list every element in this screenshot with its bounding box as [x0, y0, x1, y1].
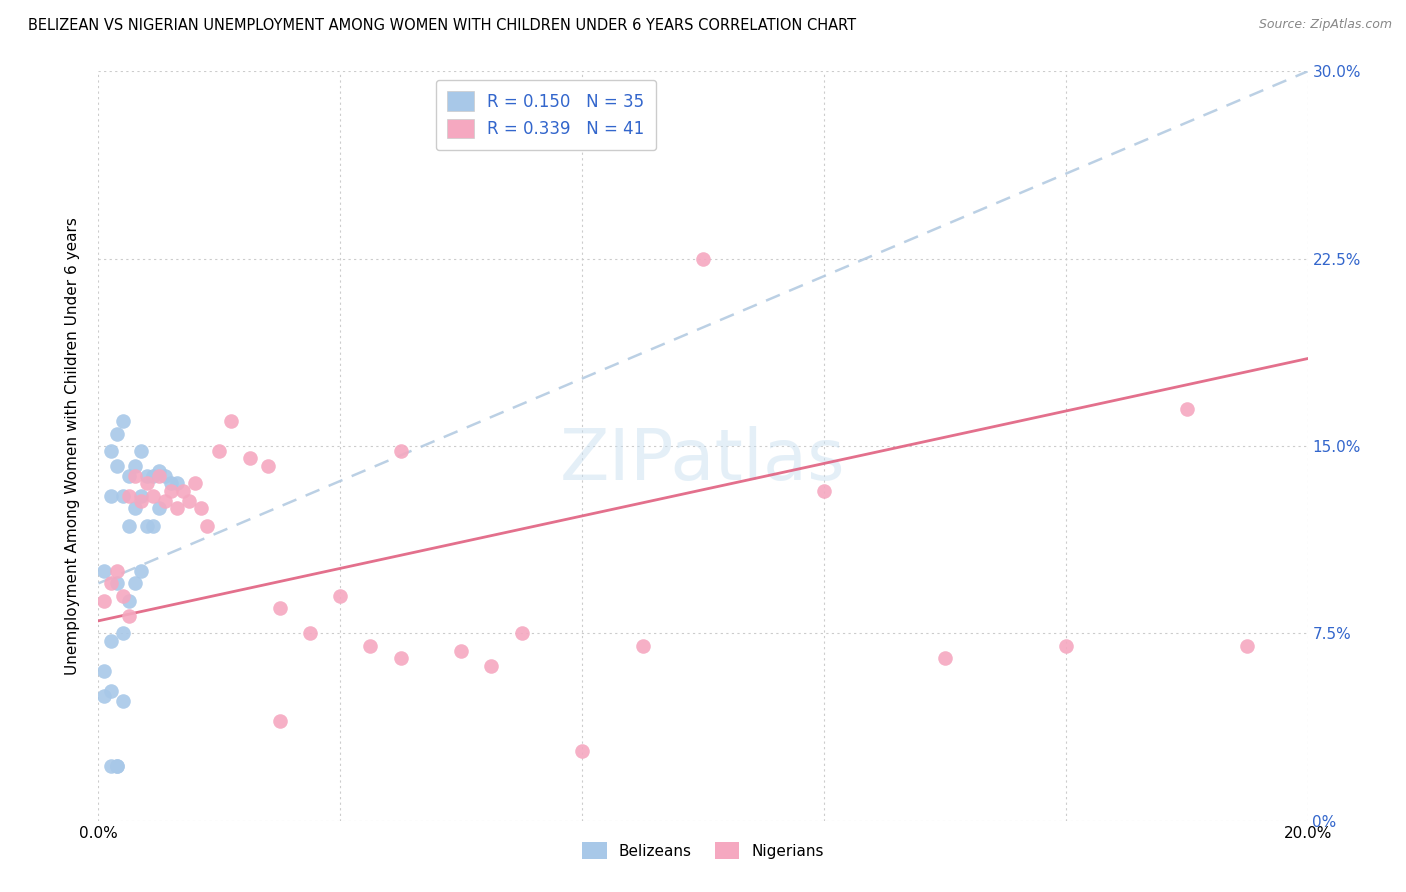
Point [105, 458, 128, 473]
Point [195, 519, 218, 533]
Point [129, 564, 152, 578]
Point [813, 483, 835, 498]
Point [160, 476, 183, 491]
Point [179, 494, 201, 508]
Point [93, 564, 115, 578]
Point [329, 589, 352, 603]
Point [631, 639, 654, 653]
Point [148, 464, 170, 478]
Point [105, 758, 128, 772]
Point [93, 594, 115, 608]
Point [166, 501, 188, 516]
Text: BELIZEAN VS NIGERIAN UNEMPLOYMENT AMONG WOMEN WITH CHILDREN UNDER 6 YEARS CORREL: BELIZEAN VS NIGERIAN UNEMPLOYMENT AMONG … [28, 18, 856, 33]
Point [111, 489, 134, 503]
Point [118, 489, 141, 503]
Point [934, 651, 956, 665]
Legend: Belizeans, Nigerians: Belizeans, Nigerians [576, 836, 830, 865]
Point [129, 489, 152, 503]
Point [118, 469, 141, 483]
Point [269, 714, 291, 728]
Point [105, 758, 128, 772]
Point [111, 414, 134, 428]
Point [166, 476, 188, 491]
Point [111, 589, 134, 603]
Point [299, 626, 322, 640]
Point [389, 444, 412, 458]
Point [142, 519, 165, 533]
Text: Source: ZipAtlas.com: Source: ZipAtlas.com [1258, 18, 1392, 31]
Text: ZIPatlas: ZIPatlas [560, 426, 846, 495]
Point [124, 458, 146, 473]
Point [118, 608, 141, 623]
Point [124, 469, 146, 483]
Point [1236, 639, 1258, 653]
Point [1054, 639, 1077, 653]
Point [100, 489, 122, 503]
Point [129, 444, 152, 458]
Point [105, 576, 128, 591]
Point [256, 458, 278, 473]
Point [172, 483, 194, 498]
Point [105, 564, 128, 578]
Point [111, 694, 134, 708]
Point [571, 744, 593, 758]
Point [360, 639, 382, 653]
Point [129, 494, 152, 508]
Y-axis label: Unemployment Among Women with Children Under 6 years: Unemployment Among Women with Children U… [65, 217, 80, 675]
Point [481, 658, 503, 673]
Point [135, 476, 157, 491]
Point [111, 626, 134, 640]
Point [239, 451, 262, 466]
Point [124, 576, 146, 591]
Point [142, 469, 165, 483]
Point [100, 576, 122, 591]
Point [100, 444, 122, 458]
Point [184, 476, 207, 491]
Point [389, 651, 412, 665]
Point [692, 252, 714, 266]
Point [118, 594, 141, 608]
Point [118, 519, 141, 533]
Point [269, 601, 291, 615]
Point [160, 483, 183, 498]
Point [221, 414, 243, 428]
Point [1175, 401, 1198, 416]
Point [148, 501, 170, 516]
Point [510, 626, 533, 640]
Point [148, 469, 170, 483]
Point [208, 444, 231, 458]
Point [105, 426, 128, 441]
Point [100, 633, 122, 648]
Point [190, 501, 212, 516]
Point [100, 683, 122, 698]
Point [135, 519, 157, 533]
Point [153, 469, 176, 483]
Point [450, 644, 472, 658]
Point [135, 469, 157, 483]
Point [93, 689, 115, 703]
Point [100, 758, 122, 772]
Point [124, 501, 146, 516]
Point [142, 489, 165, 503]
Point [153, 494, 176, 508]
Point [93, 664, 115, 678]
